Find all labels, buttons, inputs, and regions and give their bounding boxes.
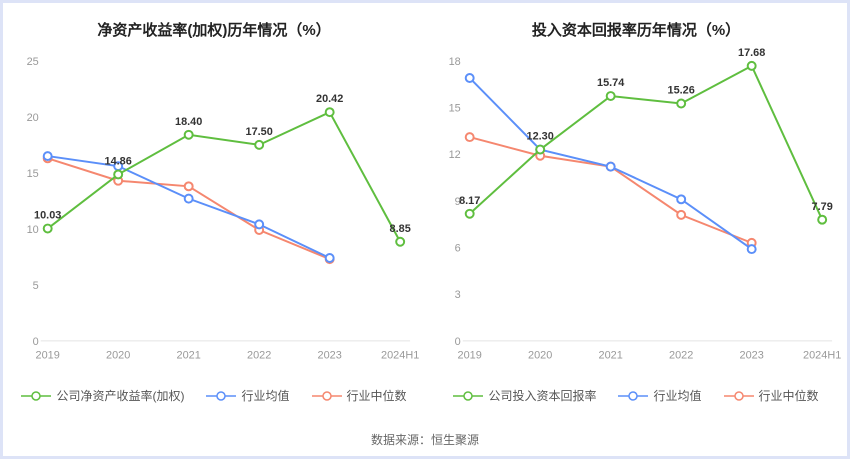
svg-text:9: 9 [455, 196, 461, 208]
svg-text:17.50: 17.50 [246, 126, 273, 138]
legend-item-industry-mean: 行业均值 [618, 387, 702, 404]
svg-text:0: 0 [455, 336, 461, 348]
svg-text:8.17: 8.17 [459, 195, 480, 207]
legend-label: 公司投入资本回报率 [488, 389, 597, 404]
svg-text:8.85: 8.85 [390, 223, 411, 235]
svg-text:2019: 2019 [458, 350, 482, 362]
charts-row: 净资产收益率(加权)历年情况（%） 0 5 10 15 20 25 2019 2020 2021… [3, 3, 847, 422]
svg-text:18: 18 [449, 56, 461, 68]
line-marker-icon [618, 390, 649, 401]
svg-text:10: 10 [27, 224, 39, 236]
svg-text:2020: 2020 [528, 350, 552, 362]
svg-text:2024H1: 2024H1 [381, 350, 419, 362]
legend-item-industry-median: 行业中位数 [723, 387, 819, 404]
svg-text:14.86: 14.86 [105, 156, 132, 168]
svg-text:17.68: 17.68 [738, 47, 765, 59]
svg-text:0: 0 [33, 336, 39, 348]
svg-text:2022: 2022 [247, 350, 271, 362]
roe-chart-canvas: 0 5 10 15 20 25 2019 2020 2021 2022 2023 2024H1 10.0… [27, 56, 420, 362]
legend-label: 行业中位数 [758, 389, 819, 404]
svg-text:25: 25 [27, 56, 39, 68]
svg-text:3: 3 [455, 289, 461, 301]
svg-text:6: 6 [455, 243, 461, 255]
roic-chart-canvas: 0 3 6 9 12 15 18 2019 2020 2021 2022 2023 2024H1 8.17… [449, 47, 842, 362]
data-source-text: 数据来源：恒生聚源 [370, 432, 479, 447]
svg-text:20.42: 20.42 [316, 93, 343, 105]
svg-text:2020: 2020 [106, 350, 130, 362]
legend-label: 公司净资产收益率(加权) [56, 389, 185, 404]
svg-text:15.26: 15.26 [668, 85, 695, 97]
legend-item-company-roe: 公司净资产收益率(加权) [21, 387, 184, 404]
svg-text:15.74: 15.74 [597, 77, 624, 89]
roe-chart-panel: 净资产收益率(加权)历年情况（%） 0 5 10 15 20 25 2019 2020 2021… [3, 9, 425, 422]
svg-text:15: 15 [449, 103, 461, 115]
svg-text:10.03: 10.03 [34, 210, 61, 222]
svg-text:20: 20 [27, 112, 39, 124]
line-marker-icon [21, 390, 52, 401]
svg-text:15: 15 [27, 168, 39, 180]
svg-text:7.79: 7.79 [812, 201, 833, 213]
roic-chart-legend: 公司投入资本回报率 行业均值 行业中位数 [453, 381, 819, 411]
line-marker-icon [723, 390, 754, 401]
svg-text:2024H1: 2024H1 [803, 350, 841, 362]
svg-text:12.30: 12.30 [527, 131, 554, 143]
roic-chart-panel: 投入资本回报率历年情况（%） 0 3 6 9 12 15 18 2019 2020 2021 202… [425, 9, 847, 422]
roe-chart-legend: 公司净资产收益率(加权) 行业均值 行业中位数 [21, 381, 407, 411]
legend-item-company-roic: 公司投入资本回报率 [453, 387, 596, 404]
svg-text:2021: 2021 [599, 350, 623, 362]
svg-text:18.40: 18.40 [175, 116, 202, 128]
legend-label: 行业中位数 [346, 389, 407, 404]
legend-label: 行业均值 [241, 389, 290, 404]
svg-text:2022: 2022 [669, 350, 693, 362]
svg-text:2021: 2021 [177, 350, 201, 362]
legend-item-industry-mean: 行业均值 [206, 387, 290, 404]
svg-text:5: 5 [33, 280, 39, 292]
svg-text:2023: 2023 [318, 350, 342, 362]
line-marker-icon [311, 390, 342, 401]
svg-text:12: 12 [449, 149, 461, 161]
roe-chart-title: 净资产收益率(加权)历年情况（%） [97, 22, 331, 39]
line-marker-icon [206, 390, 237, 401]
line-marker-icon [453, 390, 484, 401]
svg-text:2019: 2019 [36, 350, 60, 362]
svg-text:2023: 2023 [740, 350, 764, 362]
legend-item-industry-median: 行业中位数 [311, 387, 407, 404]
source-row: 数据来源：恒生聚源 [3, 422, 847, 456]
roic-chart-title: 投入资本回报率历年情况（%） [531, 22, 741, 39]
legend-label: 行业均值 [653, 389, 702, 404]
